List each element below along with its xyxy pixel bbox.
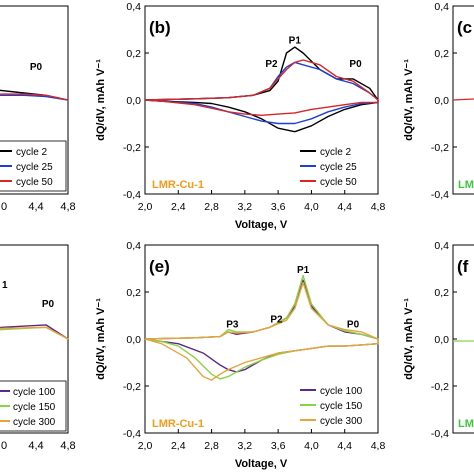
panel-e-xtick-6: 4,4 bbox=[337, 440, 352, 452]
panel-b-legend-label-0: cycle 2 bbox=[320, 147, 352, 158]
panel-d-legend-box bbox=[0, 380, 67, 432]
panel-e: dQ/dV, mAh V⁻¹ -0,4 -0,2 0,0 0,2 0,4 2,0 2,4 2… bbox=[95, 240, 385, 470]
panel-e-xtick-3: 3,2 bbox=[238, 440, 253, 452]
panel-d-series-0 bbox=[0, 324, 69, 340]
panel-e-xtick-7: 4,8 bbox=[371, 440, 386, 452]
panel-c: dQ/dV, mAh V⁻¹ -0,4 -0,2 0,0 0,2 0,4 (c LM bbox=[403, 1, 474, 201]
panel-b-xtick-6: 4,4 bbox=[337, 201, 352, 213]
panel-e-peak-p2: P2 bbox=[270, 315, 283, 326]
panel-d-xtick-1: 4,4 bbox=[28, 440, 43, 452]
panel-e-legend-label-0: cycle 100 bbox=[320, 386, 363, 397]
panel-e-xtick-1: 2,4 bbox=[171, 440, 186, 452]
panel-c-ytick-2: 0,0 bbox=[434, 95, 449, 107]
panel-d-legend-label-0: cycle 100 bbox=[13, 387, 56, 398]
panel-b-ytick-1: -0,2 bbox=[123, 142, 141, 154]
panel-f-ytick-0: -0,4 bbox=[431, 428, 449, 440]
panel-f-ytick-1: -0,2 bbox=[431, 381, 449, 393]
panel-c-ytick-0: -0,4 bbox=[431, 189, 449, 201]
panel-a-xtick-1: 4,4 bbox=[28, 201, 43, 213]
panel-f-ytick-4: 0,4 bbox=[434, 240, 449, 252]
panel-b-xtick-2: 2,8 bbox=[204, 201, 219, 213]
panel-a-xtick-2: 4,8 bbox=[60, 201, 75, 213]
panel-f-ytick-2: 0,0 bbox=[434, 334, 449, 346]
panel-e-legend-label-2: cycle 300 bbox=[320, 416, 363, 427]
panel-a: 0 4,4 4,8 P0 cycle 2 cycle 25 cycle 50 bbox=[0, 5, 76, 213]
panel-b-title: (b) bbox=[149, 18, 171, 37]
panel-a-series-2 bbox=[0, 93, 69, 101]
panel-a-legend-label-2: cycle 50 bbox=[16, 177, 53, 188]
panel-c-material-fragment: LM bbox=[458, 179, 474, 191]
panel-b-ylabel: dQ/dV, mAh V⁻¹ bbox=[95, 59, 107, 141]
panel-f-ytick-3: 0,2 bbox=[434, 287, 449, 299]
panel-b-ytick-3: 0,2 bbox=[126, 48, 141, 60]
panel-e-xlabel: Voltage, V bbox=[235, 458, 288, 470]
panel-f-frame bbox=[452, 244, 474, 434]
panel-b-ytick-4: 0,4 bbox=[126, 1, 141, 13]
panel-c-title: (c bbox=[457, 18, 472, 37]
panel-b-legend-label-1: cycle 25 bbox=[320, 162, 357, 173]
panel-e-peak-p3: P3 bbox=[226, 319, 239, 330]
panel-e-material-label: LMR-Cu-1 bbox=[152, 418, 204, 430]
panel-b-xtick-3: 3,2 bbox=[238, 201, 253, 213]
panel-a-xtick-0: 0 bbox=[1, 201, 7, 213]
panel-f-ylabel: dQ/dV, mAh V⁻¹ bbox=[403, 298, 415, 380]
panel-b-series-0 bbox=[144, 46, 379, 133]
panel-b-xtick-0: 2,0 bbox=[138, 201, 153, 213]
panel-e-peak-p1: P1 bbox=[297, 265, 310, 276]
panel-b-peak-p1: P1 bbox=[289, 36, 302, 47]
panel-d-peak-1: 1 bbox=[2, 280, 8, 291]
panel-d-legend-label-2: cycle 300 bbox=[13, 417, 56, 428]
panel-a-legend-label-1: cycle 25 bbox=[16, 162, 53, 173]
panel-e-ytick-1: -0,2 bbox=[123, 381, 141, 393]
panel-b-legend-label-2: cycle 50 bbox=[320, 177, 357, 188]
panel-b-xlabel: Voltage, V bbox=[235, 219, 288, 231]
panel-e-xtick-4: 3,6 bbox=[271, 440, 286, 452]
panel-d-peak-p0: P0 bbox=[42, 299, 55, 310]
panel-e-xtick-0: 2,0 bbox=[138, 440, 153, 452]
panel-b-peak-p0: P0 bbox=[349, 59, 362, 70]
panel-e-series-1 bbox=[144, 274, 379, 380]
panel-f-material-fragment: LM bbox=[458, 418, 474, 430]
panel-b-ytick-0: -0,4 bbox=[123, 189, 141, 201]
panel-c-curve-fragment bbox=[452, 98, 474, 101]
panel-e-xtick-5: 4,0 bbox=[304, 440, 319, 452]
panel-f: dQ/dV, mAh V⁻¹ -0,4 -0,2 0,0 0,2 0,4 (f LM bbox=[403, 240, 474, 440]
panel-d-legend-label-1: cycle 150 bbox=[13, 402, 56, 413]
panel-e-series-2 bbox=[144, 281, 379, 381]
panel-b-peak-p2: P2 bbox=[265, 59, 278, 70]
panel-b-material-label: LMR-Cu-1 bbox=[152, 179, 204, 191]
panel-c-ytick-4: 0,4 bbox=[434, 1, 449, 13]
panel-b-ytick-2: 0,0 bbox=[126, 95, 141, 107]
panel-c-ylabel: dQ/dV, mAh V⁻¹ bbox=[403, 59, 415, 141]
panel-b-xtick-7: 4,8 bbox=[371, 201, 386, 213]
panel-e-peak-p0: P0 bbox=[347, 319, 360, 330]
panel-b-series-2 bbox=[144, 59, 379, 117]
panel-d-xtick-2: 4,8 bbox=[60, 440, 75, 452]
panel-d-xtick-0: 0 bbox=[1, 440, 7, 452]
panel-e-ytick-4: 0,4 bbox=[126, 240, 141, 252]
panel-b-xtick-5: 4,0 bbox=[304, 201, 319, 213]
panel-b: dQ/dV, mAh V⁻¹ -0,4 -0,2 0,0 0,2 0,4 2,0 2,4 2… bbox=[95, 1, 385, 231]
panel-e-ytick-2: 0,0 bbox=[126, 334, 141, 346]
panel-c-ytick-3: 0,2 bbox=[434, 48, 449, 60]
panel-e-ytick-3: 0,2 bbox=[126, 287, 141, 299]
panel-a-series-1 bbox=[0, 94, 69, 101]
panel-d: 0 4,4 4,8 1 P0 cycle 100 cycle 150 cycle… bbox=[0, 244, 76, 452]
panel-b-xtick-4: 3,6 bbox=[271, 201, 286, 213]
panel-e-xtick-2: 2,8 bbox=[204, 440, 219, 452]
panel-e-ylabel: dQ/dV, mAh V⁻¹ bbox=[95, 298, 107, 380]
panel-e-legend-label-1: cycle 150 bbox=[320, 401, 363, 412]
panel-a-peak-p0: P0 bbox=[30, 62, 43, 73]
panel-f-title: (f bbox=[457, 257, 469, 276]
panel-c-ytick-1: -0,2 bbox=[431, 142, 449, 154]
panel-a-legend-label-0: cycle 2 bbox=[16, 147, 48, 158]
panel-b-xtick-1: 2,4 bbox=[171, 201, 186, 213]
panel-d-series-2 bbox=[0, 326, 69, 340]
panel-e-ytick-0: -0,4 bbox=[123, 428, 141, 440]
panel-e-title: (e) bbox=[149, 257, 170, 276]
